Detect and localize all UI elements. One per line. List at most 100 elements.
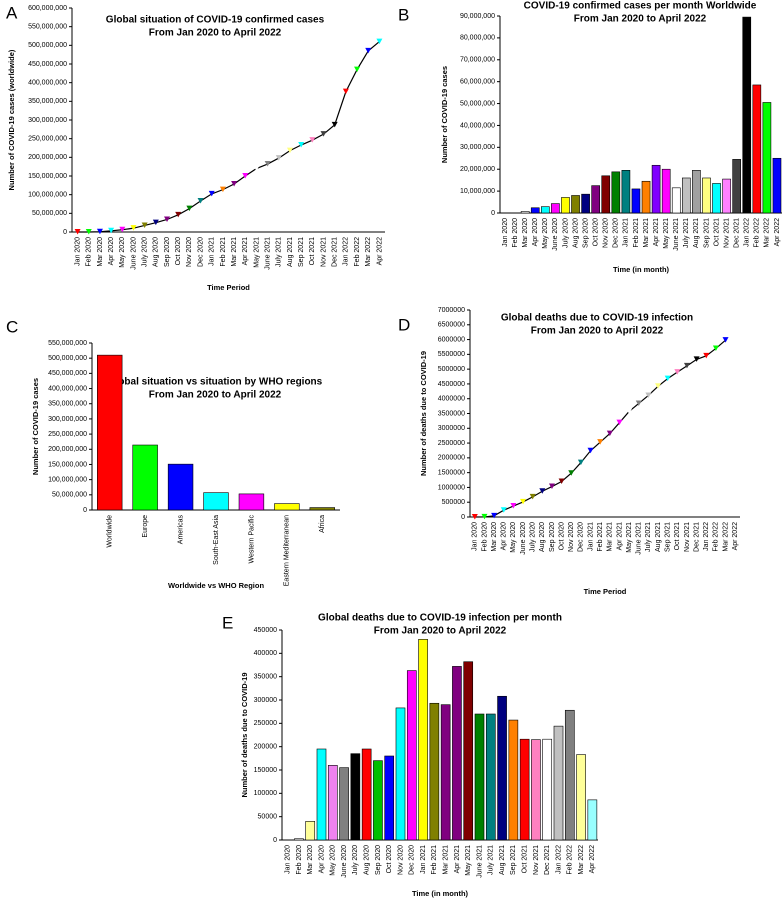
x-tick-label: May 2020: [542, 218, 549, 249]
y-tick-label: 300,000,000: [48, 416, 87, 423]
x-tick-label: Sep 2021: [703, 218, 710, 248]
bar: [642, 181, 650, 213]
bar: [486, 714, 495, 840]
y-axis-title: Number of deaths due to COVID-19: [419, 351, 428, 476]
x-tick-label: Mar 2021: [643, 218, 650, 248]
y-tick-label: 100000: [254, 790, 277, 797]
x-axis-title: Time Period: [584, 587, 627, 596]
y-tick-label: 150,000,000: [48, 461, 87, 468]
marker: [309, 137, 315, 143]
panel-letter: E: [222, 613, 233, 632]
x-tick-label: South-East Asia: [213, 515, 220, 565]
y-tick-label: 0: [491, 210, 495, 217]
bar: [632, 189, 640, 213]
y-tick-label: 6500000: [438, 322, 465, 329]
x-tick-label: Apr 2020: [108, 237, 115, 266]
x-tick-label: Oct 2020: [593, 218, 600, 247]
bar: [588, 800, 597, 840]
y-tick-label: 450000: [254, 627, 277, 634]
x-tick-label: Nov 2021: [533, 845, 540, 875]
x-tick-label: July 2020: [530, 522, 537, 552]
x-tick-label: Aug 2021: [655, 522, 662, 552]
x-axis-title: Worldwide vs WHO Region: [168, 581, 265, 590]
x-tick-label: Nov 2020: [603, 218, 610, 248]
y-tick-label: 250,000,000: [28, 136, 67, 143]
y-tick-label: 300000: [254, 697, 277, 704]
y-tick-label: 40,000,000: [460, 122, 495, 129]
x-tick-label: Dec 2021: [544, 845, 551, 875]
x-tick-label: Americas: [177, 515, 184, 545]
x-tick-label: Apr 2022: [732, 522, 739, 551]
bar: [373, 761, 382, 840]
x-tick-label: Europe: [142, 515, 149, 538]
panel-letter: C: [6, 317, 18, 336]
y-tick-label: 150000: [254, 767, 277, 774]
bar: [577, 755, 586, 840]
x-tick-label: Jan 2020: [284, 845, 291, 874]
y-tick-label: 80,000,000: [460, 35, 495, 42]
x-tick-label: Feb 2021: [431, 845, 438, 875]
x-tick-label: Mar 2022: [365, 237, 372, 267]
x-tick-label: Dec 2021: [332, 237, 339, 267]
bar: [551, 204, 559, 213]
y-tick-label: 150,000,000: [28, 173, 67, 180]
x-tick-label: Mar 2022: [764, 218, 771, 248]
chart-subtitle: From Jan 2020 to April 2022: [531, 326, 664, 337]
x-tick-label: Apr 2022: [774, 218, 781, 247]
x-tick-label: May 2021: [253, 237, 260, 268]
marker: [354, 67, 360, 73]
x-tick-label: Mar 2021: [607, 522, 614, 552]
x-tick-label: Mar 2020: [307, 845, 314, 875]
bar: [773, 158, 781, 213]
y-tick-label: 5000000: [438, 366, 465, 373]
x-tick-label: Mar 2022: [722, 522, 729, 552]
y-tick-label: 250,000,000: [48, 431, 87, 438]
chart-subtitle: From Jan 2020 to April 2022: [574, 14, 707, 25]
x-tick-label: May 2020: [119, 237, 126, 268]
x-tick-label: July 2021: [645, 522, 652, 552]
y-tick-label: 0: [63, 229, 67, 236]
marker: [220, 187, 226, 193]
x-tick-label: Mar 2020: [97, 237, 104, 267]
x-tick-label: Feb 2020: [296, 845, 303, 875]
x-tick-label: July 2021: [488, 845, 495, 875]
bar: [531, 740, 540, 840]
x-tick-label: Oct 2020: [386, 845, 393, 874]
x-tick-label: Apr 2021: [242, 237, 249, 266]
x-tick-label: Feb 2022: [754, 218, 761, 248]
x-tick-label: Dec 2021: [734, 218, 741, 248]
chart-title: Global situation of COVID-19 confirmed c…: [106, 15, 325, 26]
bar: [753, 85, 761, 213]
bar: [362, 749, 371, 840]
x-tick-label: June 2020: [552, 218, 559, 251]
bar: [622, 170, 630, 213]
y-tick-label: 50,000,000: [32, 210, 67, 217]
x-tick-label: Jan 2021: [623, 218, 630, 247]
x-tick-label: Apr 2020: [501, 522, 508, 551]
x-tick-label: Feb 2021: [597, 522, 604, 552]
x-tick-label: Mar 2021: [442, 845, 449, 875]
y-tick-label: 10,000,000: [460, 188, 495, 195]
bar: [521, 211, 529, 213]
bar: [441, 705, 450, 840]
bar: [565, 710, 574, 840]
x-tick-label: Oct 2020: [175, 237, 182, 266]
x-tick-label: Feb 2020: [481, 522, 488, 552]
y-tick-label: 0: [461, 514, 465, 521]
bar: [310, 508, 335, 510]
x-tick-label: June 2021: [636, 522, 643, 555]
x-tick-label: Apr 2021: [653, 218, 660, 247]
x-tick-label: July 2020: [352, 845, 359, 875]
x-tick-label: May 2021: [663, 218, 670, 249]
marker: [365, 48, 371, 54]
y-tick-label: 200000: [254, 744, 277, 751]
x-tick-label: Feb 2021: [220, 237, 227, 267]
y-tick-label: 500,000,000: [48, 355, 87, 362]
y-tick-label: 0: [273, 837, 277, 844]
bar: [475, 714, 484, 840]
chart-subtitle: From Jan 2020 to April 2022: [374, 626, 507, 637]
y-tick-label: 350000: [254, 674, 277, 681]
x-tick-label: Feb 2021: [633, 218, 640, 248]
x-axis-title: Time (in month): [613, 265, 670, 274]
marker: [703, 353, 709, 359]
